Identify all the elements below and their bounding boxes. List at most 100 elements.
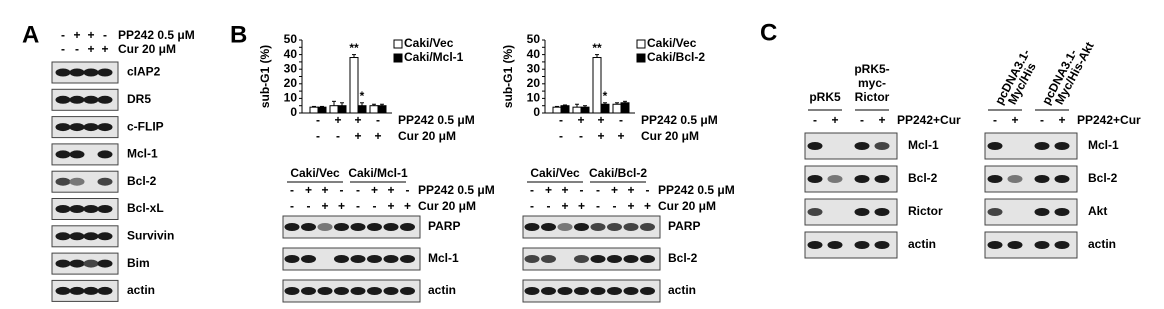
sign: +: [387, 183, 394, 197]
blot-label: PARP: [668, 219, 700, 233]
significance: **: [349, 41, 359, 55]
band: [97, 259, 113, 268]
sign: -: [596, 183, 600, 197]
sign: -: [356, 183, 360, 197]
sign: +: [101, 42, 108, 56]
blot-label: Rictor: [908, 204, 943, 218]
blot-label: Bim: [127, 256, 150, 270]
sign: -: [316, 129, 320, 143]
band: [350, 287, 366, 295]
band: [541, 287, 556, 295]
band: [334, 255, 349, 263]
blot-label: actin: [1088, 237, 1116, 251]
band: [524, 255, 540, 263]
band: [69, 95, 85, 104]
blot-label: DR5: [127, 92, 151, 106]
band: [55, 205, 71, 213]
sign: +: [371, 183, 378, 197]
sign: -: [1040, 113, 1044, 127]
legend-swatch: [393, 53, 403, 63]
band: [854, 241, 870, 249]
sign: +: [87, 28, 94, 42]
sign: -: [307, 199, 311, 213]
band: [874, 241, 890, 249]
bar: [309, 106, 319, 114]
band: [55, 232, 71, 241]
blot-label: Survivin: [127, 228, 174, 242]
band: [807, 241, 823, 249]
band: [55, 286, 71, 295]
blot-strip: [51, 170, 119, 193]
bar: [337, 105, 347, 114]
band: [607, 287, 622, 295]
sign: +: [597, 113, 604, 127]
panel-letter: C: [760, 19, 777, 46]
sign: -: [61, 28, 65, 42]
sign: +: [611, 183, 618, 197]
treatment-label: PP242 0.5 μM: [641, 113, 718, 127]
blot-label: Bcl-2: [668, 251, 698, 265]
sign: +: [404, 199, 411, 213]
band: [541, 223, 556, 231]
sign: +: [561, 183, 568, 197]
bar: [560, 105, 570, 114]
band: [874, 142, 890, 150]
band: [383, 287, 399, 295]
band: [367, 223, 382, 231]
band: [284, 223, 300, 231]
band: [854, 142, 870, 150]
band: [574, 287, 589, 295]
bar: [592, 57, 602, 114]
band: [83, 205, 99, 213]
y-tick-label: 50: [527, 32, 541, 46]
band: [623, 255, 639, 263]
sign: +: [387, 199, 394, 213]
sign: +: [1011, 113, 1018, 127]
group-label: pRK5-: [854, 62, 889, 76]
group-label: Rictor: [855, 90, 890, 104]
band: [97, 123, 113, 132]
band: [350, 255, 366, 263]
band: [55, 150, 71, 159]
band: [83, 286, 99, 295]
band: [69, 123, 85, 132]
legend-label: Caki/Vec: [404, 36, 454, 50]
significance: *: [603, 89, 608, 103]
band: [987, 208, 1003, 216]
sign: -: [530, 183, 534, 197]
sign: -: [579, 129, 583, 143]
treatment-label: PP242+Cur: [1077, 113, 1141, 127]
sign: +: [627, 199, 634, 213]
band: [827, 175, 843, 183]
band: [55, 259, 71, 268]
band: [607, 255, 622, 263]
band: [557, 287, 573, 295]
y-tick-label: 0: [533, 105, 540, 119]
band: [1034, 142, 1050, 150]
band: [69, 150, 85, 159]
sign: +: [644, 199, 651, 213]
blot-label: Bcl-2: [908, 171, 938, 185]
bar: [552, 106, 562, 114]
band: [807, 208, 823, 216]
blot-label: c-FLIP: [127, 119, 164, 133]
band: [55, 68, 71, 77]
y-tick-label: 10: [284, 91, 298, 105]
band: [383, 255, 399, 263]
sign: +: [561, 199, 568, 213]
band: [1054, 241, 1070, 249]
sign: -: [619, 113, 623, 127]
group-label: Caki/Vec: [530, 166, 580, 180]
band: [301, 223, 316, 231]
sign: +: [354, 113, 361, 127]
band: [55, 177, 71, 186]
sign: +: [354, 129, 361, 143]
sign: +: [627, 183, 634, 197]
treatment-label: PP242 0.5 μM: [118, 28, 195, 42]
band: [987, 241, 1003, 249]
sign: -: [559, 113, 563, 127]
blot-label: actin: [908, 237, 936, 251]
band: [301, 287, 316, 295]
group-label: Caki/Vec: [290, 166, 340, 180]
band: [69, 286, 85, 295]
